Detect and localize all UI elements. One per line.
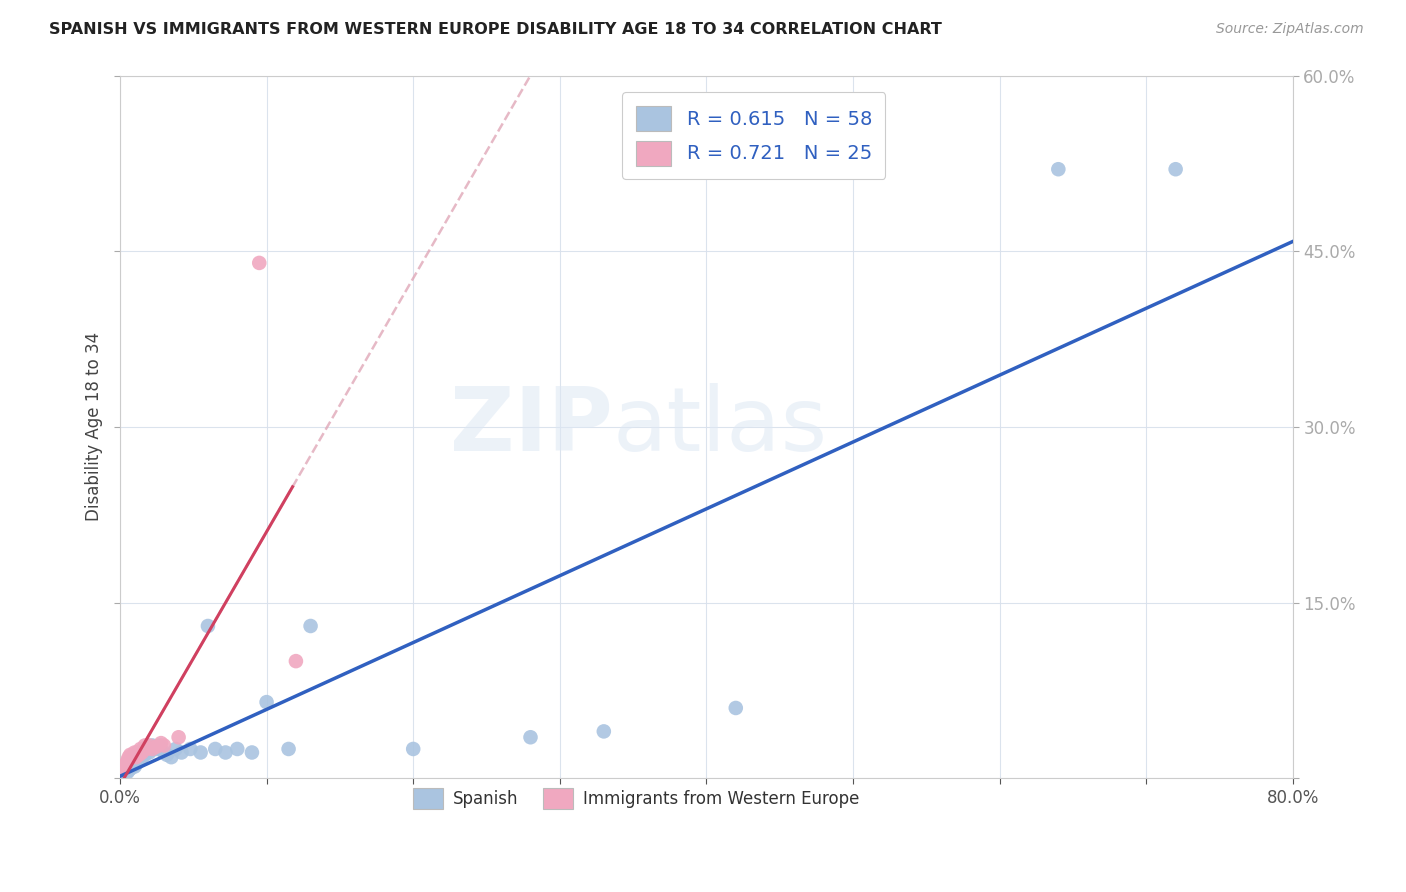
Point: [125, 757, 148, 772]
Point: [214, 746, 236, 760]
Point: [111, 762, 134, 776]
Point: [1047, 162, 1070, 177]
Point: [153, 746, 176, 760]
Text: SPANISH VS IMMIGRANTS FROM WESTERN EUROPE DISABILITY AGE 18 TO 34 CORRELATION CH: SPANISH VS IMMIGRANTS FROM WESTERN EUROP…: [49, 22, 942, 37]
Point: [138, 746, 160, 760]
Point: [120, 754, 142, 768]
Point: [132, 742, 155, 756]
Point: [112, 759, 135, 773]
Point: [117, 757, 139, 772]
Text: ZIP: ZIP: [450, 384, 613, 470]
Point: [150, 736, 173, 750]
Point: [125, 750, 148, 764]
Point: [120, 747, 142, 762]
Point: [121, 759, 143, 773]
Point: [592, 724, 614, 739]
Point: [127, 754, 149, 768]
Point: [114, 757, 136, 772]
Point: [247, 256, 270, 270]
Point: [124, 759, 146, 773]
Point: [724, 701, 747, 715]
Legend: Spanish, Immigrants from Western Europe: Spanish, Immigrants from Western Europe: [406, 780, 866, 815]
Point: [118, 750, 141, 764]
Point: [118, 756, 141, 770]
Point: [145, 742, 167, 756]
Point: [277, 742, 299, 756]
Point: [138, 739, 160, 753]
Point: [118, 763, 141, 777]
Point: [127, 746, 149, 760]
Point: [112, 759, 135, 773]
Point: [121, 756, 143, 770]
Point: [135, 742, 157, 756]
Point: [127, 746, 149, 760]
Point: [121, 750, 143, 764]
Point: [179, 742, 201, 756]
Point: [1164, 162, 1187, 177]
Point: [141, 742, 163, 756]
Point: [122, 754, 145, 768]
Point: [148, 739, 170, 753]
Point: [167, 731, 190, 745]
Point: [156, 747, 179, 762]
Point: [129, 742, 152, 756]
Point: [120, 757, 142, 772]
Point: [134, 747, 156, 762]
Point: [145, 739, 167, 754]
Point: [117, 762, 139, 776]
Point: [165, 742, 187, 756]
Point: [128, 747, 150, 762]
Point: [124, 746, 146, 760]
Point: [114, 762, 136, 776]
Text: Source: ZipAtlas.com: Source: ZipAtlas.com: [1216, 22, 1364, 37]
Point: [299, 619, 322, 633]
Point: [153, 739, 176, 753]
Point: [284, 654, 307, 668]
Point: [111, 765, 134, 780]
Point: [117, 754, 139, 768]
Point: [125, 750, 148, 764]
Point: [240, 746, 263, 760]
Point: [136, 742, 159, 756]
Point: [132, 742, 155, 756]
Point: [131, 750, 153, 764]
Point: [190, 746, 212, 760]
Point: [128, 747, 150, 762]
Point: [141, 739, 163, 753]
Point: [197, 619, 219, 633]
Point: [204, 742, 226, 756]
Point: [117, 765, 139, 780]
Point: [170, 746, 193, 760]
Point: [114, 757, 136, 772]
Point: [122, 757, 145, 772]
Point: [135, 746, 157, 760]
Point: [160, 750, 183, 764]
Y-axis label: Disability Age 18 to 34: Disability Age 18 to 34: [86, 333, 103, 522]
Point: [134, 739, 156, 753]
Point: [120, 762, 142, 776]
Point: [129, 746, 152, 760]
Text: atlas: atlas: [613, 384, 828, 470]
Point: [131, 746, 153, 760]
Point: [112, 763, 135, 777]
Point: [124, 747, 146, 762]
Point: [519, 731, 541, 745]
Point: [122, 747, 145, 762]
Point: [402, 742, 425, 756]
Point: [226, 742, 249, 756]
Point: [142, 742, 165, 756]
Point: [121, 750, 143, 764]
Point: [118, 759, 141, 773]
Point: [256, 695, 278, 709]
